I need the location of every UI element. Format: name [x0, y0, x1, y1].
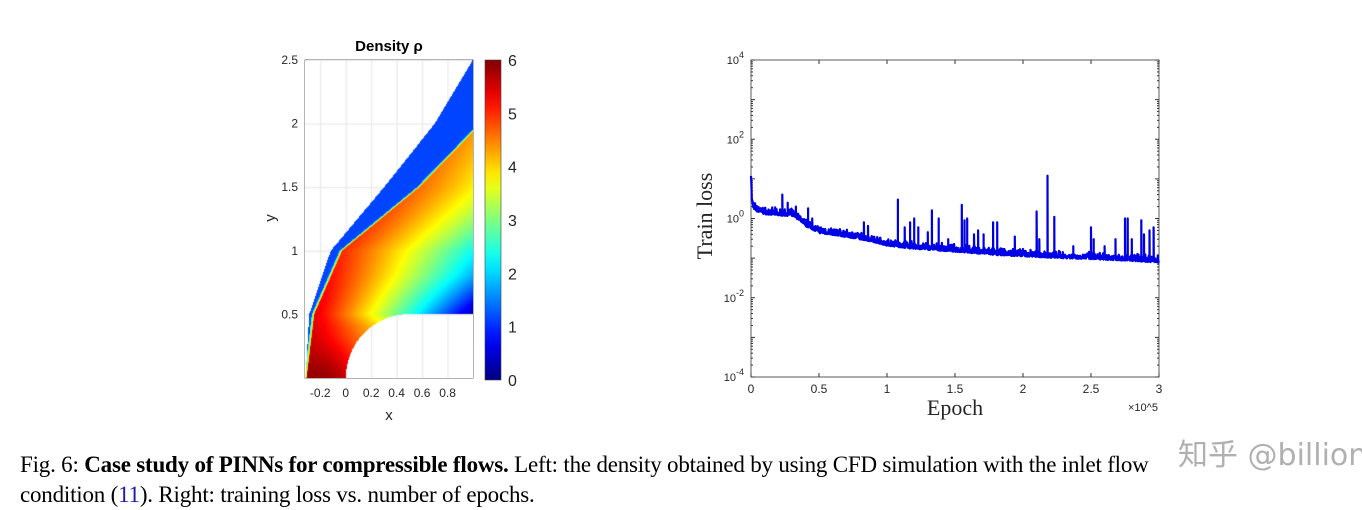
x-tick-label: 0.5	[811, 382, 828, 396]
loss-spike-point	[1035, 210, 1038, 213]
loss-spike-point	[1114, 238, 1117, 241]
x-axis-label: Epoch	[927, 395, 983, 420]
loss-spike-point	[992, 221, 994, 224]
y-axis-label: y	[262, 214, 279, 222]
loss-spike-point	[1038, 238, 1041, 241]
x-tick-label: 3	[1156, 382, 1163, 396]
y-tick-label: 100	[727, 209, 744, 226]
y-tick-label: 2	[291, 117, 298, 131]
loss-spike-point	[917, 226, 920, 229]
loss-spike-point	[786, 201, 789, 204]
colorbar-tick-label: 3	[508, 213, 517, 230]
x-tick-label: 1	[884, 382, 891, 396]
x-tick-label: 0.6	[414, 386, 431, 400]
caption-text-3: ). Right: training loss vs. number of ep…	[139, 482, 535, 507]
loss-spike-point	[903, 226, 906, 229]
loss-spike-point	[863, 221, 865, 224]
loss-spike-point	[1092, 238, 1095, 241]
loss-spike-point	[897, 198, 899, 201]
loss-spike-point	[1046, 174, 1049, 177]
loss-spike-point	[1014, 235, 1016, 238]
loss-spike-point	[982, 233, 985, 236]
loss-spike-point	[966, 217, 969, 220]
loss-spike-point	[937, 217, 940, 220]
y-tick-label: 10-4	[724, 367, 744, 384]
loss-spike-point	[1090, 226, 1092, 229]
x-tick-label: 0	[748, 382, 755, 396]
colorbar-tick-label: 4	[508, 160, 517, 177]
loss-spike-point	[963, 219, 966, 222]
loss-spike-point	[1072, 245, 1075, 247]
colorbar-tick-label: 2	[508, 266, 517, 283]
density-title: Density ρ	[355, 38, 423, 55]
loss-spike-point	[1152, 226, 1155, 229]
loss-spike-point	[973, 233, 975, 236]
loss-spike-point	[913, 217, 915, 220]
loss-spike-point	[1140, 219, 1143, 222]
loss-spike-point	[1124, 217, 1126, 220]
y-tick-label: 0.5	[281, 307, 298, 321]
y-tick-label: 10-2	[724, 288, 744, 305]
caption-title: Case study of PINNs for compressible flo…	[84, 452, 509, 477]
x-tick-label: 2	[1020, 382, 1027, 396]
caption-text-2: condition (	[20, 482, 119, 507]
x-tick-label: 0	[342, 386, 349, 400]
loss-spike-point	[1131, 238, 1133, 241]
caption-fig-label: Fig. 6:	[20, 452, 79, 477]
x-tick-label: 2.5	[1083, 382, 1100, 396]
y-tick-label: 2.5	[281, 53, 298, 67]
loss-spike-point	[977, 229, 979, 232]
y-tick-label: 102	[727, 129, 744, 146]
loss-spike-point	[927, 231, 929, 234]
y-axis-label: Train loss	[692, 173, 717, 260]
loss-axes-frame	[750, 59, 1160, 378]
caption-text: Left: the density obtained by using CFD …	[514, 452, 1149, 477]
x-tick-label: -0.2	[310, 386, 331, 400]
x-axis-multiplier: ×10^5	[1128, 402, 1158, 414]
colorbar-tick-label: 6	[508, 53, 517, 70]
loss-spike-point	[1148, 229, 1151, 232]
loss-spike-point	[931, 209, 933, 212]
x-tick-label: 0.4	[388, 386, 405, 400]
loss-spike-point	[1103, 245, 1106, 247]
x-axis-label: x	[385, 407, 393, 424]
colorbar-tick-label: 5	[508, 106, 517, 123]
equation-ref-link[interactable]: 11	[118, 482, 140, 507]
x-tick-label: 0.2	[363, 386, 380, 400]
loss-spike-point	[867, 225, 869, 227]
y-tick-label: 1	[291, 244, 298, 258]
colorbar	[484, 59, 502, 381]
y-tick-label: 104	[727, 50, 744, 67]
colorbar-tick-label: 1	[508, 320, 517, 337]
figure-caption: Fig. 6: Case study of PINNs for compress…	[20, 450, 1350, 510]
loss-spike-point	[795, 205, 797, 208]
density-field-heatmap	[305, 60, 473, 378]
loss-spike-point	[996, 221, 998, 224]
loss-spike-point	[781, 193, 784, 196]
x-tick-label: 1.5	[947, 382, 964, 396]
loss-spike-point	[961, 204, 963, 206]
loss-spike-point	[1143, 233, 1145, 236]
loss-spike-point	[909, 221, 911, 224]
y-tick-label: 1.5	[281, 180, 298, 194]
watermark: 知乎 @billion	[1178, 438, 1362, 473]
x-tick-label: 0.8	[439, 386, 456, 400]
loss-spike-point	[1053, 216, 1056, 218]
loss-spike-point	[1126, 217, 1129, 220]
loss-spike-point	[807, 207, 809, 210]
loss-spike-point	[811, 217, 813, 220]
figure: Density ρ -0.2 0 0.2 0.4 0.6 0.8 0.5 1 1.5 2 2.5 x y 0…	[262, 38, 1163, 424]
colorbar-tick-label: 0	[508, 373, 517, 390]
loss-spike-point	[947, 238, 949, 241]
train-loss-line	[749, 174, 1160, 264]
